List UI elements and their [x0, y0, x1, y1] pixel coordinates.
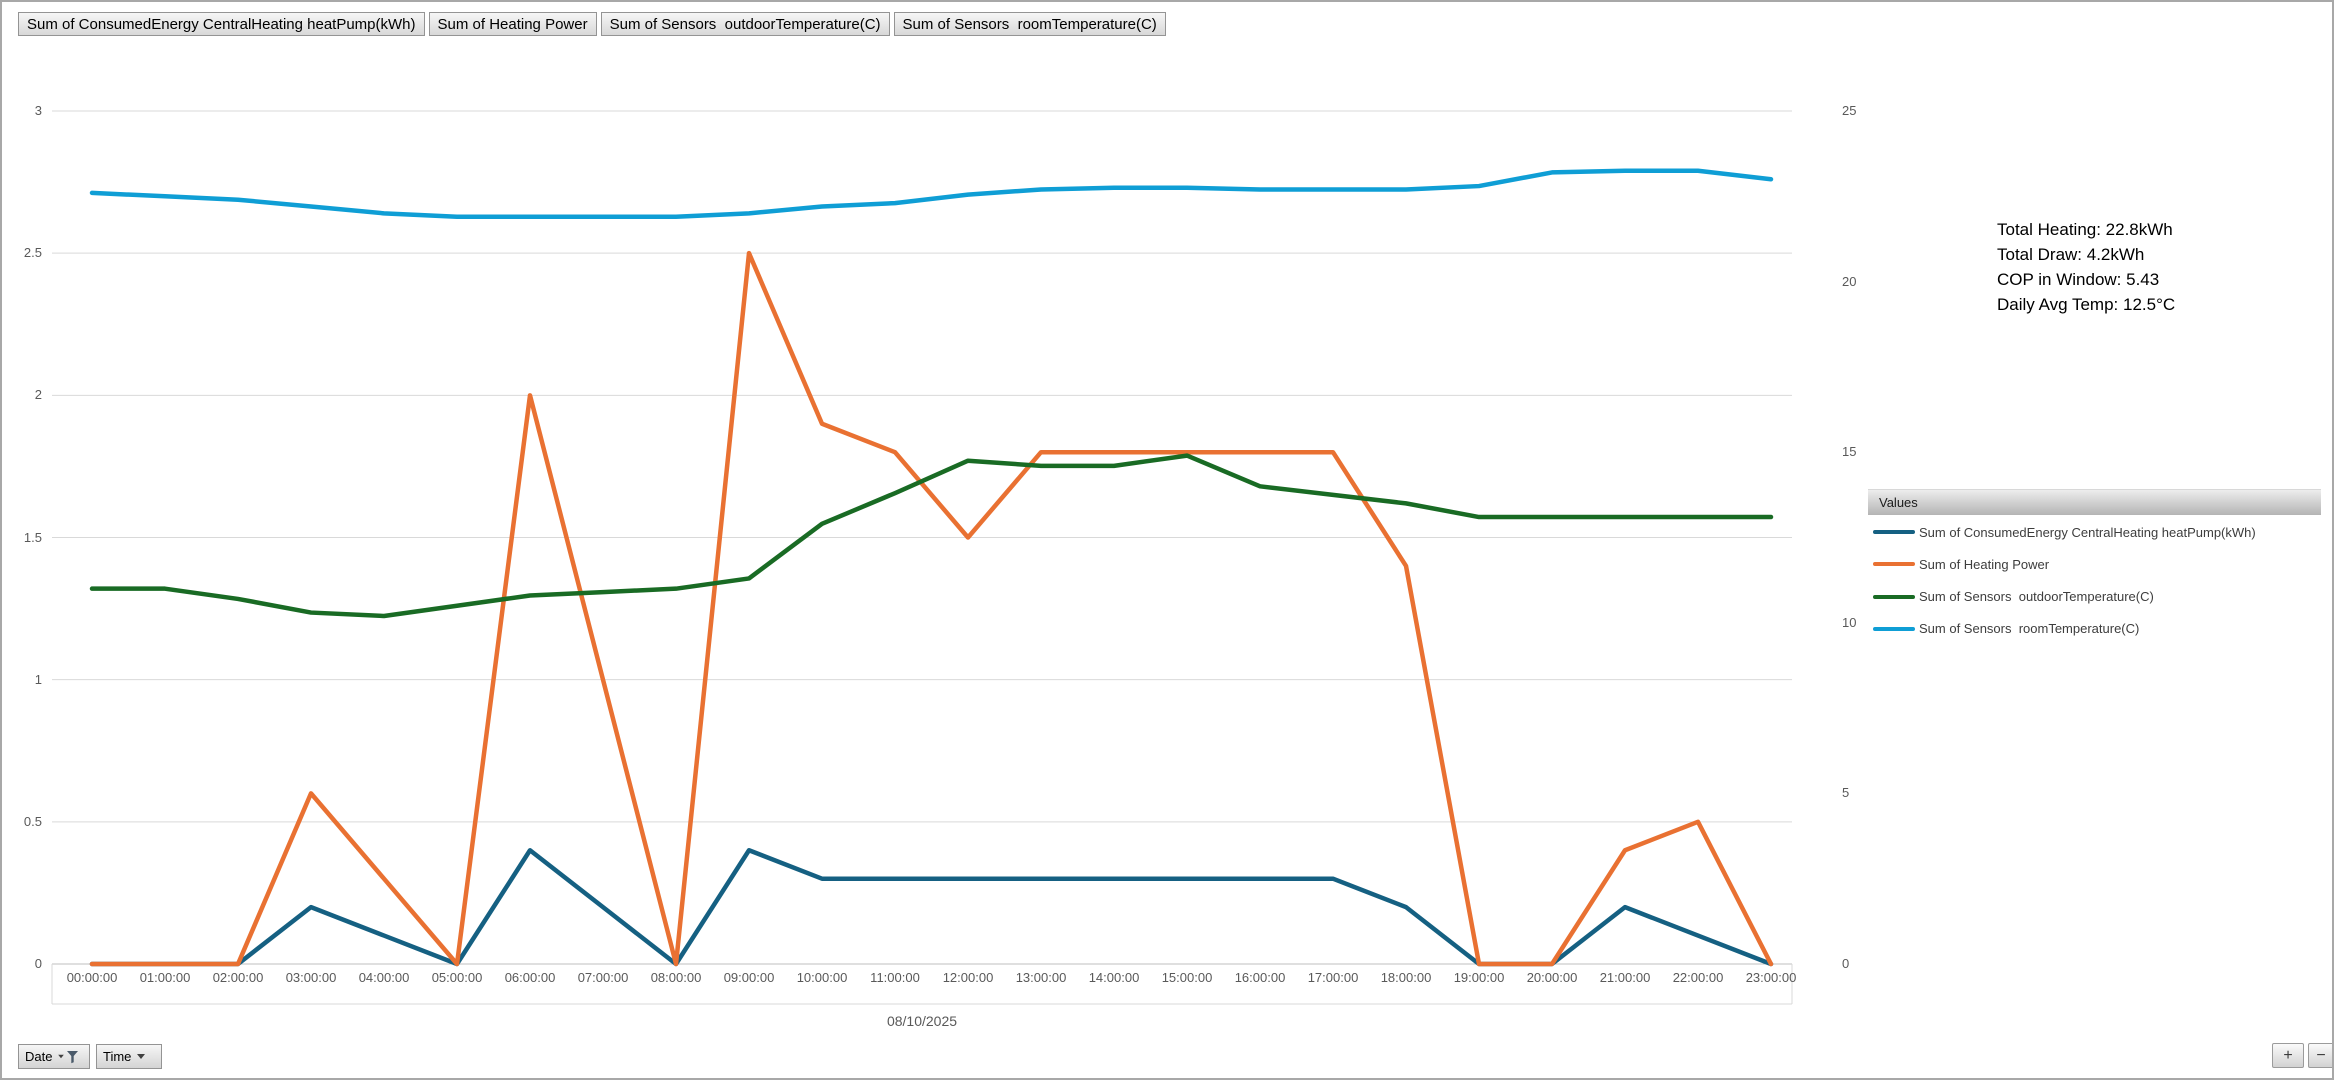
legend-entry-label: Sum of Heating Power	[1919, 556, 2050, 572]
x-axis-tick-label: 12:00:00	[942, 970, 994, 985]
y-axis-left-tick-label: 1.5	[23, 529, 42, 545]
legend-line-swatch	[1873, 530, 1915, 534]
chevron-down-icon	[137, 1054, 146, 1059]
filter-icon	[67, 1050, 79, 1063]
x-axis-tick-label: 10:00:00	[796, 970, 848, 985]
expand-field-button[interactable]: +	[2272, 1043, 2304, 1068]
date-group-label: 08/10/2025	[886, 1013, 958, 1029]
value-field-button[interactable]: Sum of Sensors roomTemperature(C)	[893, 12, 1166, 36]
x-axis-tick-label: 22:00:00	[1672, 970, 1724, 985]
y-axis-right-tick-label: 5	[1842, 785, 1850, 801]
date-axis-field-label: Date	[25, 1049, 53, 1064]
annotation-line-total-draw: Total Draw: 4.2kWh	[1997, 245, 2145, 264]
y-axis-left-tick-label: 2	[34, 387, 42, 403]
y-axis-right-tick-label: 25	[1842, 103, 1857, 118]
x-axis-tick-label: 07:00:00	[577, 970, 629, 985]
y-axis-left-tick-label: 1	[34, 671, 42, 687]
value-field-button[interactable]: Sum of Sensors outdoorTemperature(C)	[600, 12, 890, 36]
x-axis-tick-label: 05:00:00	[431, 970, 483, 985]
legend-entry-label: Sum of Sensors outdoorTemperature(C)	[1919, 589, 2154, 605]
value-field-buttons: Sum of ConsumedEnergy CentralHeating hea…	[18, 12, 1166, 36]
x-axis-tick-label: 00:00:00	[66, 970, 118, 985]
x-axis-tick-label: 16:00:00	[1234, 970, 1286, 985]
x-axis-tick-label: 08:00:00	[650, 970, 702, 985]
axis-separators	[51, 964, 1793, 1005]
series-lines	[89, 168, 1774, 967]
x-axis-tick-label: 11:00:00	[870, 970, 920, 985]
series-line-sum-of-consumedenergy-centralheating-heatpump-kwh	[89, 848, 1774, 967]
time-axis-field-button[interactable]: Time	[96, 1044, 162, 1069]
legend-values-header[interactable]: Values	[1868, 489, 2321, 515]
y-axis-right-tick-label: 15	[1842, 444, 1857, 460]
value-field-button[interactable]: Sum of ConsumedEnergy CentralHeating hea…	[18, 12, 425, 36]
y-axis-right-tick-label: 0	[1842, 956, 1850, 971]
series-line-sum-of-heating-power	[89, 250, 1774, 967]
y-axis-left-tick-label: 2.5	[23, 245, 42, 261]
y-axis-left-tick-label: 3	[34, 103, 42, 118]
y-axis-left-tick-label: 0	[34, 956, 42, 971]
x-axis-tick-label: 18:00:00	[1380, 970, 1432, 985]
x-axis-tick-label: 23:00:00	[1745, 970, 1797, 985]
chevron-down-icon	[58, 1054, 65, 1059]
time-axis-field-label: Time	[103, 1049, 132, 1064]
annotation-text-box: Total Heating: 22.8kWh Total Draw: 4.2kW…	[1997, 217, 2175, 317]
x-axis-tick-label: 01:00:00	[139, 970, 191, 985]
legend-entry-label: Sum of Sensors roomTemperature(C)	[1919, 621, 2140, 637]
legend-entry[interactable]: Sum of Sensors outdoorTemperature(C)	[1873, 586, 2321, 608]
annotation-line-avg-temp: Daily Avg Temp: 12.5°C	[1997, 295, 2176, 314]
series-line-sum-of-sensors-outdoortemperature-c	[89, 453, 1774, 619]
series-line-sum-of-sensors-roomtemperature-c	[89, 168, 1774, 220]
legend-entry[interactable]: Sum of ConsumedEnergy CentralHeating hea…	[1873, 521, 2321, 543]
x-axis-tick-label: 03:00:00	[285, 970, 337, 985]
x-axis-tick-label: 14:00:00	[1088, 970, 1140, 985]
legend-line-swatch	[1873, 626, 1915, 631]
annotation-line-cop: COP in Window: 5.43	[1997, 270, 2160, 289]
y-axis-right-tick-label: 10	[1842, 614, 1857, 630]
date-axis-field-button[interactable]: Date	[18, 1044, 90, 1069]
legend-line-swatch	[1873, 594, 1915, 599]
y-axis-right-tick-label: 20	[1842, 273, 1857, 289]
x-axis-tick-label: 15:00:00	[1161, 970, 1213, 985]
x-axis-tick-label: 02:00:00	[212, 970, 264, 985]
legend-line-swatch	[1873, 562, 1915, 567]
x-axis-tick-label: 09:00:00	[723, 970, 775, 985]
x-axis-tick-label: 17:00:00	[1307, 970, 1359, 985]
legend-entry[interactable]: Sum of Sensors roomTemperature(C)	[1873, 618, 2321, 640]
annotation-line-total-heating: Total Heating: 22.8kWh	[1997, 220, 2173, 239]
value-field-button[interactable]: Sum of Heating Power	[428, 12, 597, 36]
gridlines	[52, 110, 1792, 965]
collapse-field-button[interactable]: −	[2308, 1043, 2332, 1068]
x-axis-tick-label: 21:00:00	[1599, 970, 1651, 985]
legend-entry-label: Sum of ConsumedEnergy CentralHeating hea…	[1919, 524, 2256, 540]
x-axis-tick-label: 06:00:00	[504, 970, 556, 985]
legend-entry[interactable]: Sum of Heating Power	[1873, 553, 2321, 575]
x-axis-tick-label: 19:00:00	[1453, 970, 1505, 985]
x-axis-tick-label: 13:00:00	[1015, 970, 1067, 985]
x-axis-tick-label: 04:00:00	[358, 970, 410, 985]
y-axis-left-tick-label: 0.5	[23, 813, 42, 829]
x-axis-tick-label: 20:00:00	[1526, 970, 1578, 985]
